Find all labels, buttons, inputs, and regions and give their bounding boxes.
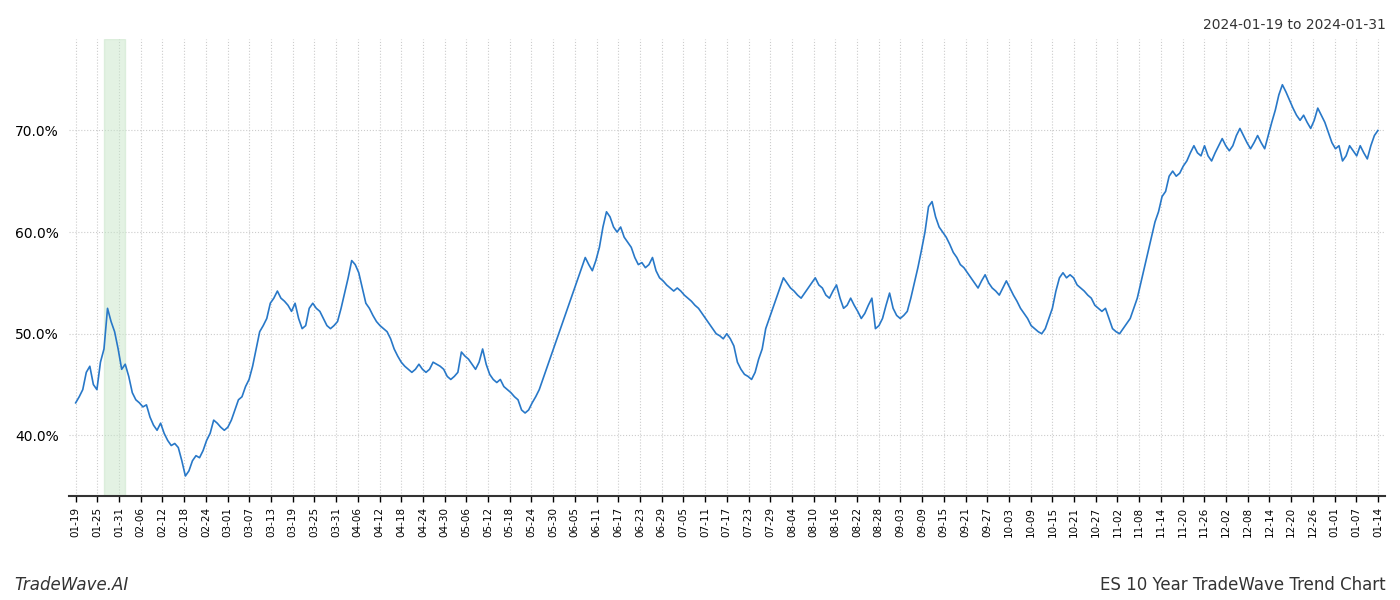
Text: 2024-01-19 to 2024-01-31: 2024-01-19 to 2024-01-31 (1203, 18, 1386, 32)
Text: TradeWave.AI: TradeWave.AI (14, 576, 129, 594)
Bar (104, 39, 125, 496)
Text: ES 10 Year TradeWave Trend Chart: ES 10 Year TradeWave Trend Chart (1100, 576, 1386, 594)
